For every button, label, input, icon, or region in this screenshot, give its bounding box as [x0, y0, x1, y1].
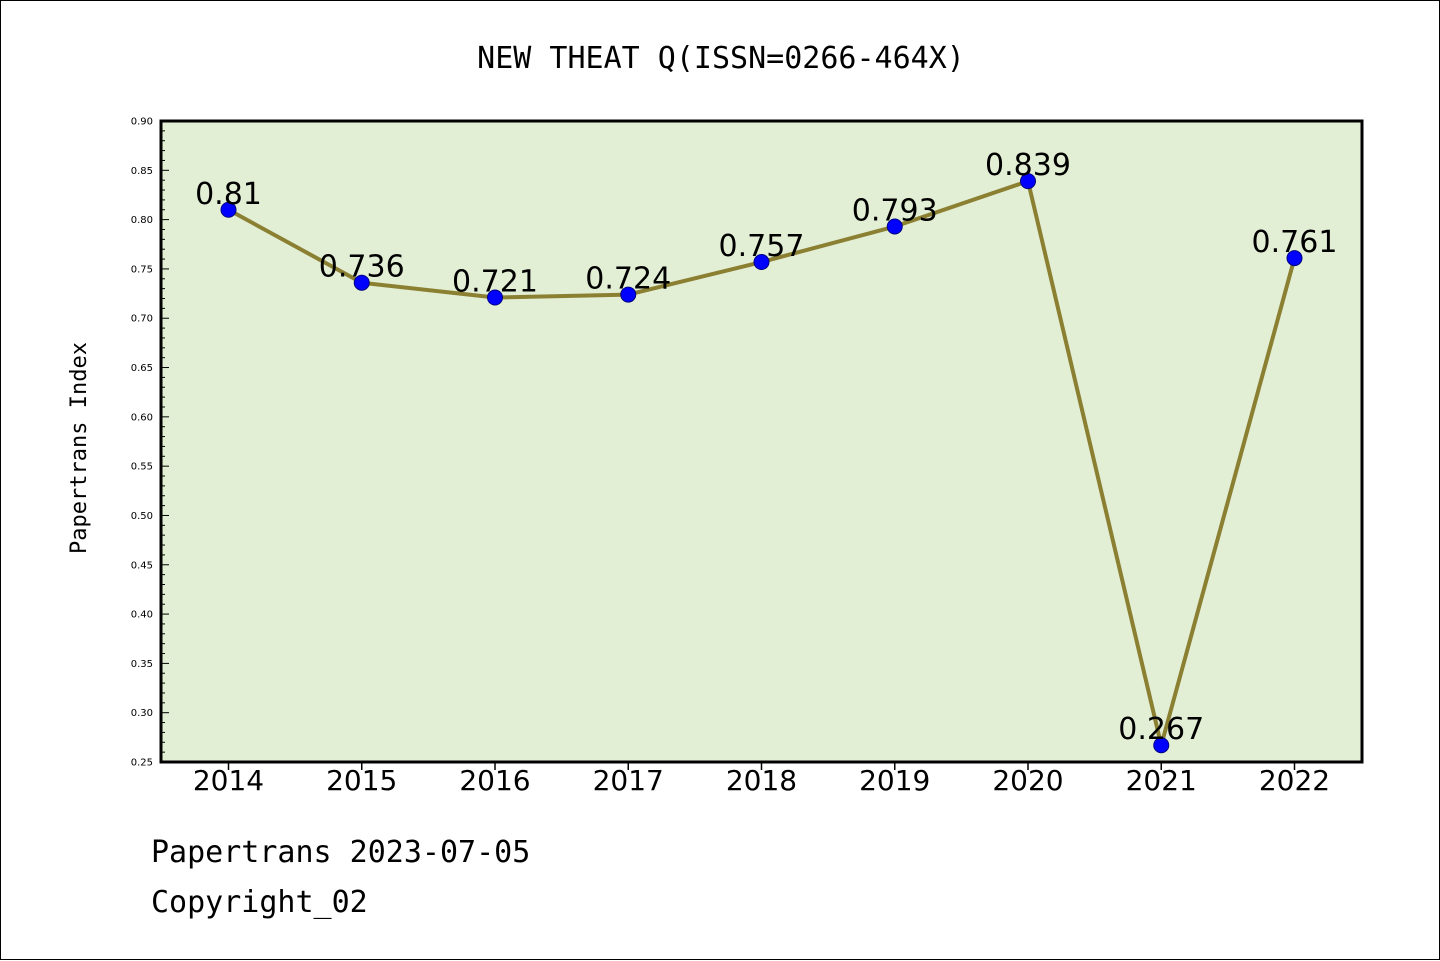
- x-tick-label: 2021: [1126, 764, 1197, 797]
- y-tick-label: 0.85: [131, 166, 153, 177]
- data-label: 0.761: [1252, 225, 1338, 260]
- data-point: [1286, 250, 1303, 267]
- chart-title: NEW THEAT Q(ISSN=0266-464X): [477, 41, 965, 76]
- data-label: 0.81: [195, 177, 262, 212]
- data-point: [886, 218, 903, 235]
- y-tick-label: 0.75: [131, 264, 153, 275]
- x-tick-label: 2016: [459, 764, 530, 797]
- x-tick-label: 2019: [859, 764, 930, 797]
- axis-ticks: 0.25 0.30 0.35 0.40 0.45 0.50 0.55 0.60 0.65 0.70…: [131, 117, 1330, 798]
- data-point: [753, 254, 770, 271]
- data-point: [620, 286, 637, 303]
- y-tick-label: 0.65: [131, 363, 153, 374]
- y-tick-label: 0.35: [131, 659, 153, 670]
- data-point: [353, 274, 370, 291]
- x-tick-label: 2014: [193, 764, 264, 797]
- y-tick-label: 0.45: [131, 560, 153, 571]
- data-label: 0.724: [585, 262, 671, 297]
- data-point: [220, 201, 237, 218]
- data-point: [1153, 737, 1170, 754]
- data-label: 0.839: [985, 148, 1071, 183]
- y-tick-label: 0.40: [131, 610, 153, 621]
- data-point: [1020, 173, 1036, 190]
- y-tick-label: 0.60: [131, 412, 153, 423]
- y-tick-label: 0.80: [131, 215, 153, 226]
- x-tick-label: 2022: [1259, 764, 1330, 797]
- x-tick-label: 2018: [726, 764, 797, 797]
- y-axis-label: Papertrans Index: [67, 342, 92, 554]
- plot-border: [159, 119, 1364, 764]
- x-tick-label: 2015: [326, 764, 397, 797]
- data-label: 0.757: [719, 229, 805, 264]
- y-tick-label: 0.30: [131, 708, 153, 719]
- y-tick-label: 0.50: [131, 511, 153, 522]
- footer-copyright: Copyright_02: [151, 885, 368, 920]
- data-point: [487, 289, 503, 306]
- footer-date: Papertrans 2023-07-05: [151, 835, 531, 870]
- plot-area: [161, 121, 1362, 762]
- y-tick-label: 0.70: [131, 314, 153, 325]
- data-label: 0.721: [452, 265, 538, 300]
- y-tick-label: 0.25: [131, 758, 153, 769]
- x-tick-label: 2017: [593, 764, 664, 797]
- y-tick-label: 0.55: [131, 462, 153, 473]
- x-tick-label: 2020: [992, 764, 1063, 797]
- y-tick-label: 0.90: [131, 117, 153, 128]
- data-label-group: 0.81 0.736 0.721 0.724 0.757 0.793 0.839 0.267 0…: [195, 148, 1337, 747]
- data-label: 0.793: [852, 194, 938, 229]
- data-point-group: [220, 173, 1303, 754]
- data-label: 0.267: [1118, 712, 1204, 747]
- data-label: 0.736: [319, 250, 405, 285]
